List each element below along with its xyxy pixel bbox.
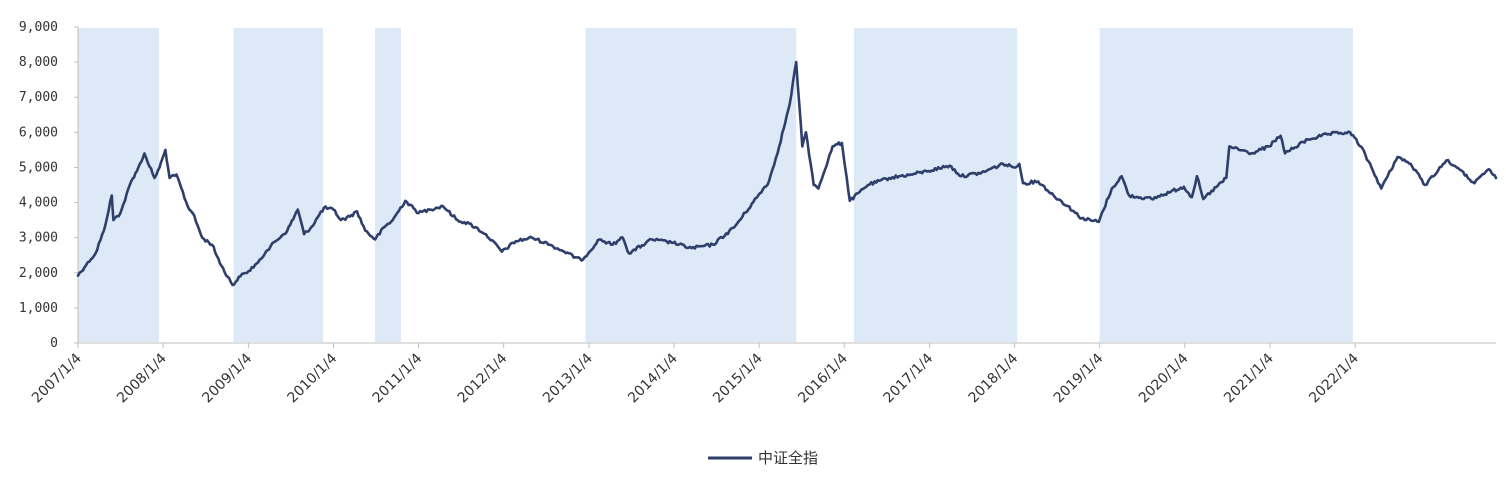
x-tick-label: 2022/1/4 bbox=[1306, 350, 1362, 406]
y-tick-label: 5,000 bbox=[19, 160, 58, 175]
x-tick-label: 2011/1/4 bbox=[370, 350, 426, 406]
x-axis: 2007/1/4 2008/1/4 2009/1/4 2010/1/4 2011/1/4… bbox=[29, 342, 1496, 406]
y-tick-label: 9,000 bbox=[19, 20, 58, 35]
y-tick-label: 2,000 bbox=[19, 266, 58, 281]
x-tick-label: 2007/1/4 bbox=[29, 350, 85, 406]
y-tick-label: 1,000 bbox=[19, 301, 58, 316]
x-tick-label: 2015/1/4 bbox=[710, 350, 766, 406]
shaded-period-2 bbox=[233, 28, 323, 342]
x-tick-label: 2012/1/4 bbox=[455, 350, 511, 406]
shaded-period-4 bbox=[585, 28, 797, 342]
series-line-1 bbox=[76, 60, 1498, 287]
x-tick-label: 2014/1/4 bbox=[625, 350, 681, 406]
shaded-period-5 bbox=[854, 28, 1018, 342]
series-layer bbox=[76, 60, 1498, 287]
x-tick-label: 2009/1/4 bbox=[199, 350, 255, 406]
shaded-period-1 bbox=[78, 28, 160, 342]
x-tick-label: 2010/1/4 bbox=[285, 350, 341, 406]
legend: 中证全指 bbox=[708, 449, 818, 467]
shaded-period-6 bbox=[1099, 28, 1353, 342]
x-tick-label: 2008/1/4 bbox=[114, 350, 170, 406]
x-tick-label: 2013/1/4 bbox=[540, 350, 596, 406]
y-tick-label: 7,000 bbox=[19, 90, 58, 105]
y-axis: 0 1,000 2,000 3,000 4,000 5,000 6,000 7,000 8,00… bbox=[19, 20, 79, 351]
y-tick-label: 4,000 bbox=[19, 196, 58, 211]
x-tick-label: 2018/1/4 bbox=[966, 350, 1022, 406]
x-tick-label: 2016/1/4 bbox=[795, 350, 851, 406]
x-tick-label: 2020/1/4 bbox=[1136, 350, 1192, 406]
y-tick-label: 8,000 bbox=[19, 55, 58, 70]
x-tick-label: 2021/1/4 bbox=[1221, 350, 1277, 406]
x-tick-label: 2017/1/4 bbox=[881, 350, 937, 406]
y-tick-label: 3,000 bbox=[19, 231, 58, 246]
y-tick-label: 0 bbox=[50, 336, 58, 351]
legend-label: 中证全指 bbox=[758, 449, 818, 467]
x-tick-label: 2019/1/4 bbox=[1051, 350, 1107, 406]
y-tick-label: 6,000 bbox=[19, 125, 58, 140]
shaded-period-3 bbox=[375, 28, 401, 342]
shaded-periods bbox=[78, 28, 1353, 342]
